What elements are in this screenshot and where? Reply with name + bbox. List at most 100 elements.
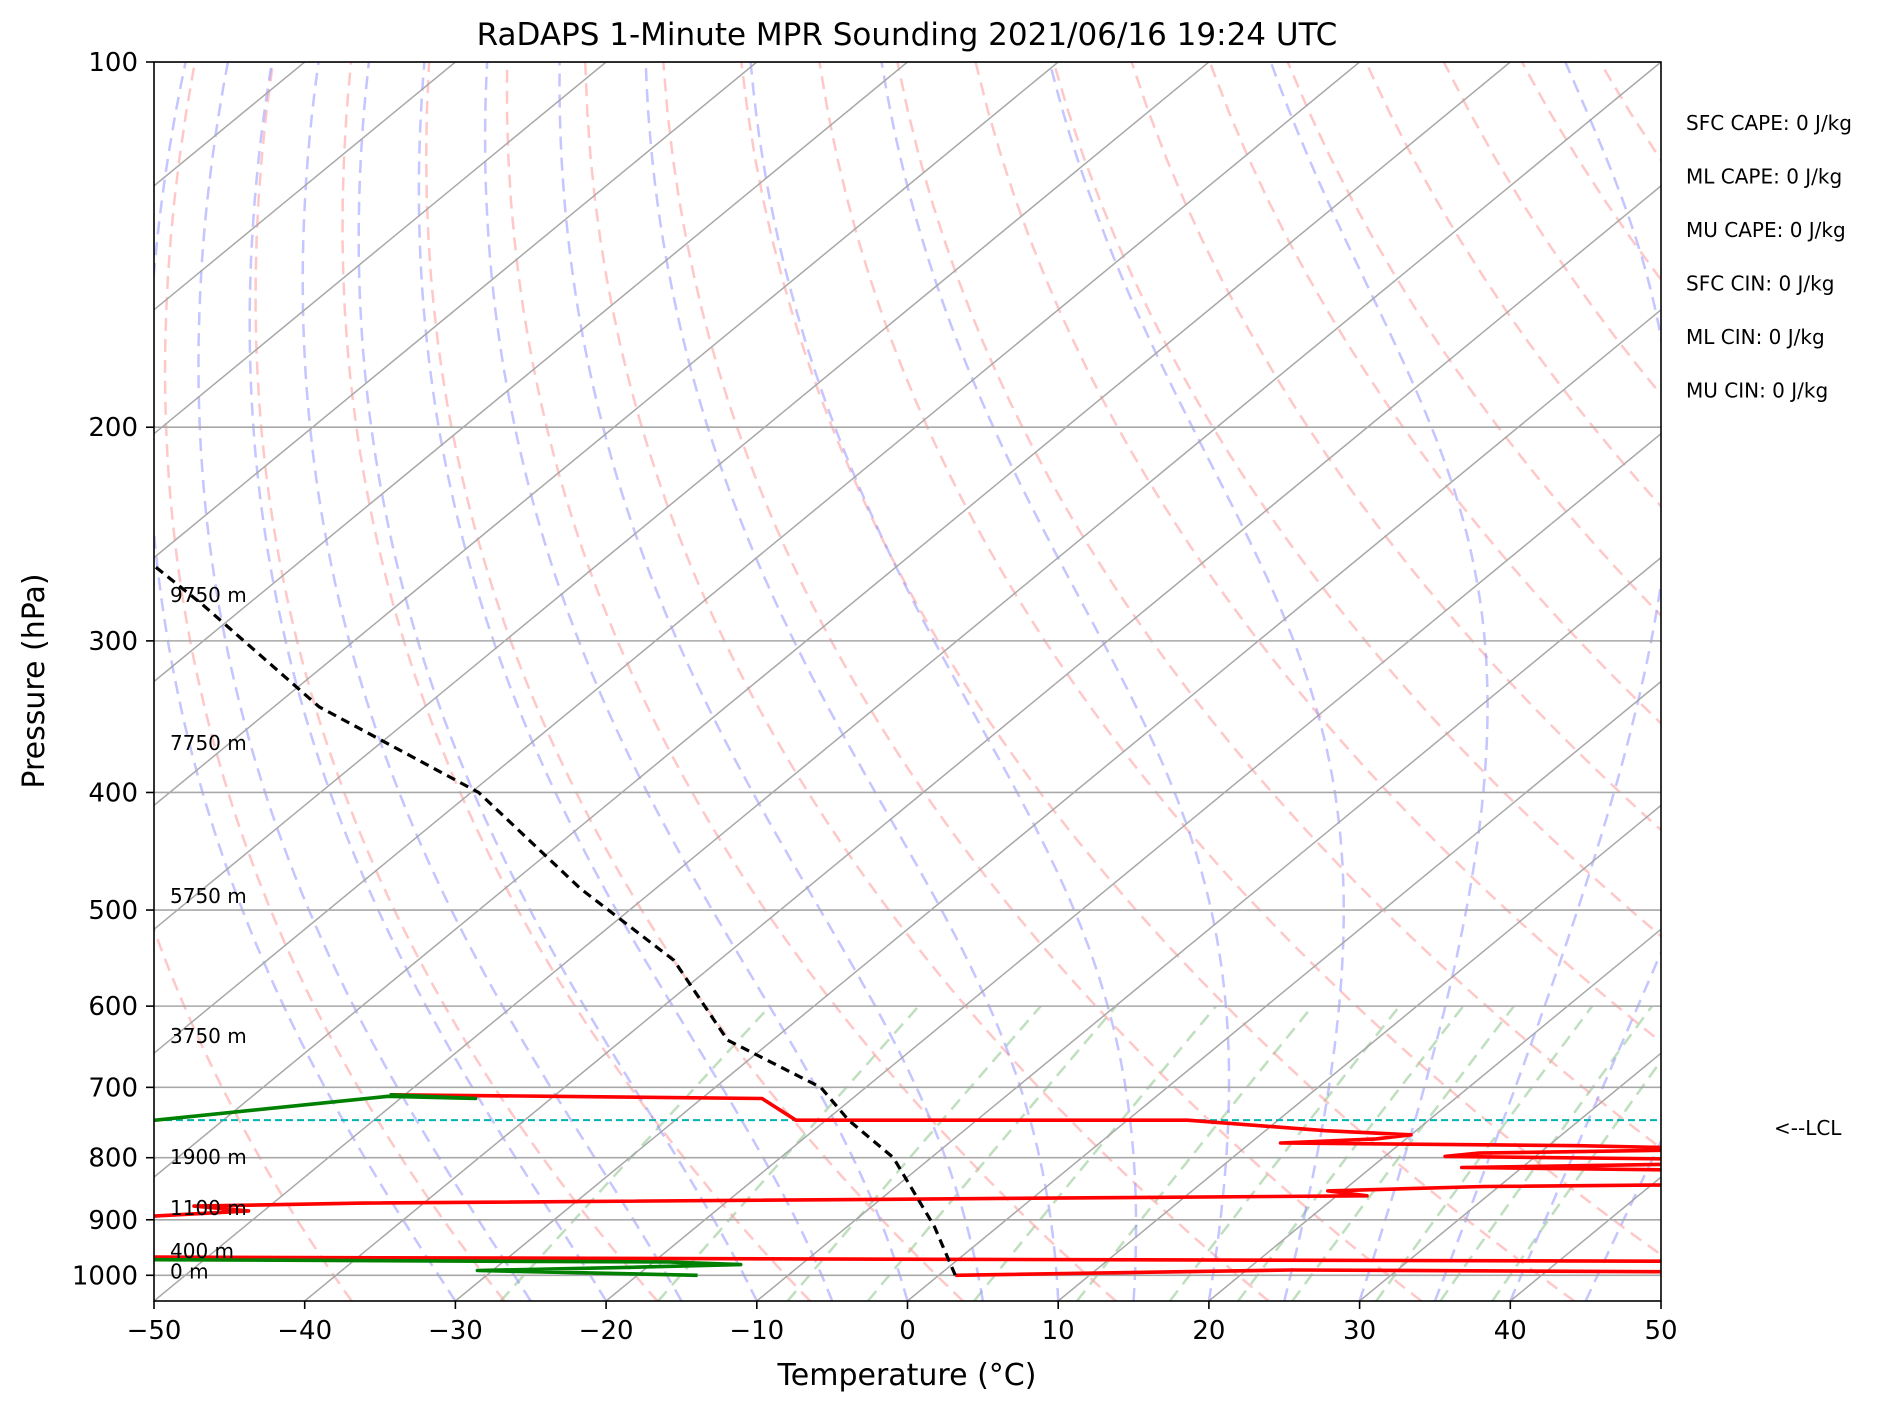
dry-adiabat-line <box>896 62 1661 1150</box>
stability-index: MU CIN: 0 J/kg <box>1686 379 1828 403</box>
stability-index: SFC CIN: 0 J/kg <box>1686 272 1834 296</box>
y-tick-label: 200 <box>88 413 138 443</box>
moist-adiabat-line <box>1269 62 1489 1301</box>
x-tick-label: 30 <box>1343 1316 1376 1346</box>
parcel-trace <box>154 563 957 1276</box>
lcl-annotation: <--LCL <box>1774 1116 1842 1140</box>
moist-adiabat-line <box>749 62 1138 1301</box>
x-tick-label: 20 <box>1192 1316 1225 1346</box>
dry-adiabat-line <box>740 62 1576 1301</box>
isotherm-line <box>907 680 1661 1301</box>
isotherm-line <box>304 184 1661 1301</box>
y-tick-label: 500 <box>88 896 138 926</box>
height-label: 5750 m <box>170 884 247 908</box>
x-tick-label: 40 <box>1494 1316 1527 1346</box>
moist-adiabat-line <box>880 62 1231 1301</box>
isobar-lines <box>154 62 1661 1277</box>
mixing-ratio-line <box>786 1005 1042 1301</box>
x-tick-label: −20 <box>579 1316 634 1346</box>
y-tick-label: 700 <box>88 1073 138 1103</box>
moist-adiabat-line <box>357 62 758 1301</box>
moist-adiabat-line <box>1584 1138 1661 1301</box>
y-tick-label: 900 <box>88 1206 138 1236</box>
mixing-ratio-line <box>1076 1005 1314 1301</box>
moist-adiabat-line <box>301 62 683 1301</box>
y-tick-label: 800 <box>88 1144 138 1174</box>
mixing-ratio-line <box>973 1005 1217 1301</box>
isotherm-line <box>454 308 1661 1301</box>
height-label: 0 m <box>170 1260 209 1284</box>
isotherm-line <box>154 62 908 683</box>
moist-adiabat-line <box>1433 62 1661 1301</box>
mixing-ratio-line <box>1168 1005 1401 1301</box>
isotherm-line <box>1057 804 1661 1301</box>
isotherm-line <box>154 62 456 311</box>
isotherm-line <box>154 62 607 435</box>
x-tick-label: −10 <box>729 1316 784 1346</box>
moist-adiabat-line <box>197 62 532 1301</box>
stability-index: ML CAPE: 0 J/kg <box>1686 165 1842 189</box>
height-label: 9750 m <box>170 583 247 607</box>
moist-adiabat-line <box>154 62 457 1301</box>
x-tick-label: 0 <box>899 1316 916 1346</box>
dry-adiabat-line <box>505 62 1117 1301</box>
x-tick-label: 50 <box>1644 1316 1677 1346</box>
dry-adiabat-line <box>974 62 1661 1044</box>
moist-adiabat-line <box>483 62 909 1301</box>
x-tick-label: 10 <box>1042 1316 1075 1346</box>
dry-adiabat-line <box>662 62 1423 1301</box>
lcl-label: <--LCL <box>1774 1116 1842 1140</box>
x-tick-label: −50 <box>127 1316 182 1346</box>
y-tick-label: 400 <box>88 778 138 808</box>
dry-adiabat-line <box>424 62 964 1301</box>
isotherm-line <box>154 62 1511 1179</box>
chart-title: RaDAPS 1-Minute MPR Sounding 2021/06/16 … <box>477 17 1338 53</box>
moist-adiabat-lines <box>154 62 1661 1301</box>
y-tick-label: 100 <box>88 48 138 78</box>
isotherm-line <box>154 62 1059 807</box>
dry-adiabat-line <box>154 925 353 1301</box>
dry-adiabat-line <box>1052 62 1661 938</box>
y-axis-ticks: 100 200 300 400 500 600 700 800 900 1000 <box>72 48 154 1291</box>
moist-adiabat-line <box>558 62 985 1301</box>
isotherm-line <box>1660 1300 1661 1301</box>
dry-adiabat-line <box>583 62 1270 1301</box>
stability-index: ML CIN: 0 J/kg <box>1686 325 1825 349</box>
x-tick-label: −40 <box>277 1316 332 1346</box>
y-axis-label: Pressure (hPa) <box>17 573 52 788</box>
mixing-ratio-line <box>866 1005 1118 1301</box>
dry-adiabat-line <box>341 62 812 1301</box>
dry-adiabat-line <box>1130 62 1661 832</box>
moist-adiabat-line <box>1048 62 1346 1301</box>
dry-adiabat-line <box>254 62 659 1301</box>
x-tick-label: −30 <box>428 1316 483 1346</box>
height-label: 400 m <box>170 1239 234 1263</box>
height-label: 7750 m <box>170 731 247 755</box>
height-label: 3750 m <box>170 1024 247 1048</box>
dry-adiabat-line <box>1834 62 1882 1301</box>
moist-adiabat-line <box>417 62 834 1301</box>
dewpoint-trace <box>154 1093 743 1278</box>
isotherm-line <box>1208 928 1661 1301</box>
isotherm-line <box>154 62 1361 1055</box>
height-label: 1100 m <box>170 1196 247 1220</box>
x-axis-label: Temperature (°C) <box>777 1358 1037 1393</box>
stability-index: MU CAPE: 0 J/kg <box>1686 218 1846 242</box>
y-tick-label: 1000 <box>72 1261 138 1291</box>
dry-adiabat-line <box>818 62 1661 1257</box>
y-tick-label: 600 <box>88 992 138 1022</box>
stability-index: SFC CAPE: 0 J/kg <box>1686 111 1852 135</box>
isotherm-line <box>154 62 1210 931</box>
x-axis-ticks: −50 −40 −30 −20 −10 0 10 20 30 40 50 <box>127 1301 1678 1346</box>
dry-adiabat-line <box>163 62 506 1301</box>
isotherm-line <box>154 62 758 559</box>
isotherm-line <box>756 556 1661 1301</box>
plot-area <box>153 61 1882 1302</box>
moist-adiabat-line <box>644 62 1060 1301</box>
height-label: 1900 m <box>170 1145 247 1169</box>
stability-indices: SFC CAPE: 0 J/kg ML CAPE: 0 J/kg MU CAPE: … <box>1686 111 1852 403</box>
sounding-series <box>154 563 1661 1278</box>
dry-adiabat-line <box>1756 62 1882 1301</box>
